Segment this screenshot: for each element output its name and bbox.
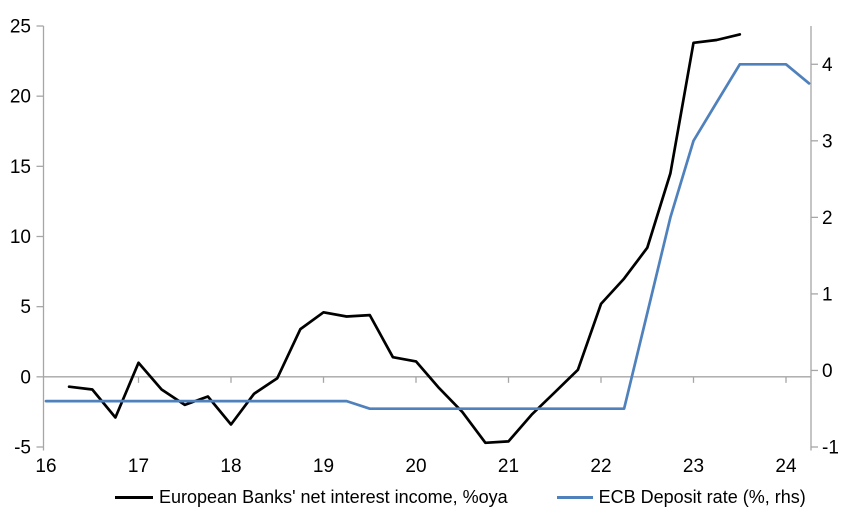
legend-item-ecb-deposit-rate: ECB Deposit rate (%, rhs) (556, 487, 806, 508)
right-axis-tick-label: 4 (822, 55, 833, 76)
legend-label: European Banks' net interest income, %oy… (159, 487, 508, 507)
x-axis-tick-label: 18 (220, 456, 241, 477)
legend-line-swatch-black (115, 496, 153, 499)
left-axis-tick-label: 0 (20, 367, 31, 388)
x-axis-tick-label: 17 (128, 456, 149, 477)
left-axis-tick-label: 15 (10, 157, 31, 178)
right-axis-tick-label: 0 (822, 361, 833, 382)
left-axis-tick-label: -5 (14, 438, 31, 459)
right-axis-tick-label: 2 (822, 208, 833, 229)
legend-label: ECB Deposit rate (%, rhs) (598, 487, 806, 507)
x-axis-tick-label: 22 (590, 456, 611, 477)
legend-line-swatch-blue (556, 496, 593, 499)
chart-legend: European Banks' net interest income, %oy… (115, 487, 806, 508)
legend-item-net-interest-income: European Banks' net interest income, %oy… (115, 487, 508, 508)
series-line-1 (44, 62, 811, 411)
left-axis-tick-label: 20 (10, 87, 31, 108)
left-axis-tick-label: 5 (20, 297, 31, 318)
series-line-0 (67, 33, 742, 445)
left-axis-tick-label: 25 (10, 17, 31, 38)
right-axis-tick-label: -1 (822, 438, 839, 459)
left-axis-tick-label: 10 (10, 227, 31, 248)
x-axis-tick-label: 19 (313, 456, 334, 477)
right-axis-tick-label: 1 (822, 284, 833, 305)
right-axis-tick-label: 3 (822, 131, 833, 152)
x-axis-tick-label: 16 (35, 456, 56, 477)
x-axis-tick-label: 24 (775, 456, 797, 477)
x-axis-tick-label: 20 (405, 456, 426, 477)
x-axis-tick-label: 23 (683, 456, 704, 477)
x-axis-tick-label: 21 (498, 456, 519, 477)
